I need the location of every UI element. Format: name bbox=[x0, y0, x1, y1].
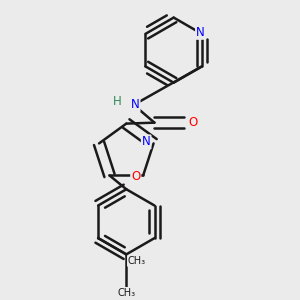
Text: N: N bbox=[196, 26, 205, 39]
Text: CH₃: CH₃ bbox=[117, 288, 135, 298]
Text: H: H bbox=[113, 95, 122, 108]
Text: N: N bbox=[142, 135, 151, 148]
Text: O: O bbox=[188, 116, 197, 129]
Text: O: O bbox=[131, 170, 140, 183]
Text: N: N bbox=[131, 98, 140, 111]
Text: CH₃: CH₃ bbox=[128, 256, 146, 266]
